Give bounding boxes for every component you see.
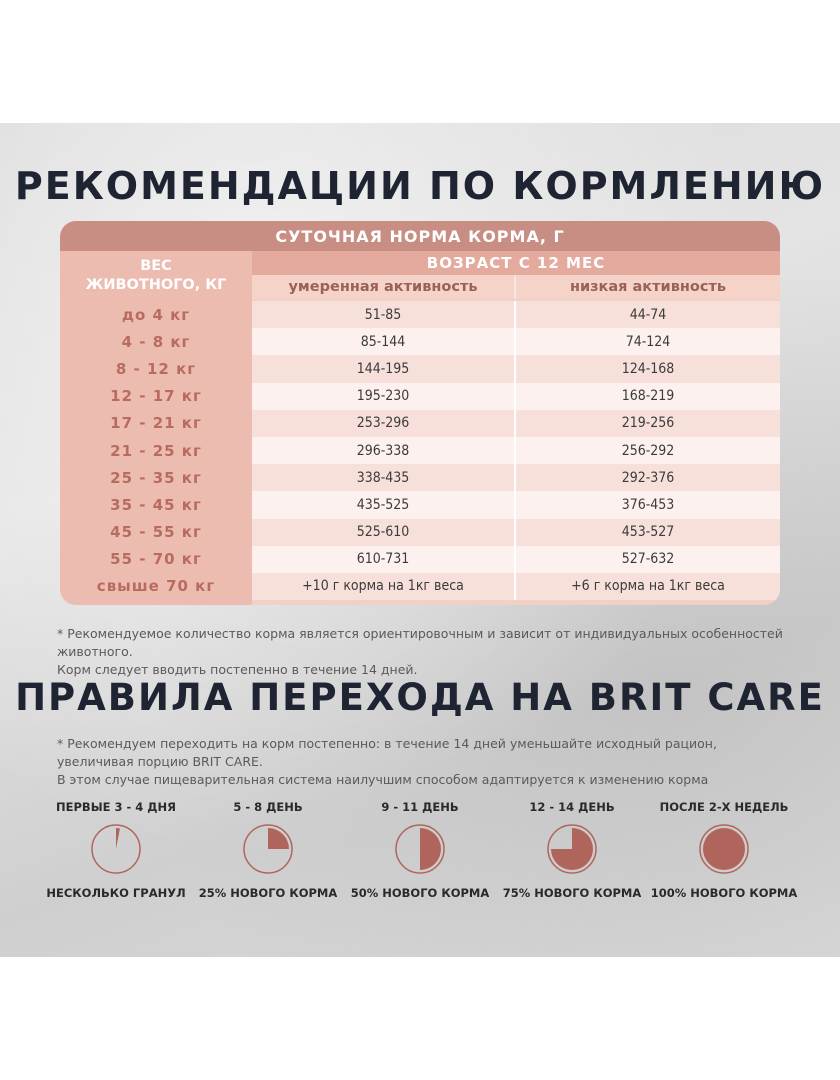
moderate-activity-cell: +10 г корма на 1кг веса bbox=[252, 572, 516, 601]
step-portion: 75% НОВОГО КОРМА bbox=[502, 886, 642, 900]
moderate-activity-cell: 253-296 bbox=[252, 409, 516, 437]
portion-pie-icon bbox=[699, 824, 749, 874]
step-period: ПЕРВЫЕ 3 - 4 ДНЯ bbox=[56, 800, 176, 814]
table-row: 12 - 17 кг 195-230 168-219 bbox=[60, 382, 780, 410]
transition-step: ПОСЛЕ 2-Х НЕДЕЛЬ 100% НОВОГО КОРМА bbox=[648, 798, 800, 902]
weight-cell: до 4 кг bbox=[121, 305, 191, 324]
table-row: свыше 70 кг +10 г корма на 1кг веса +6 г к… bbox=[60, 572, 780, 601]
weight-header: ВЕС ЖИВОТНОГО, КГ bbox=[60, 257, 252, 301]
feeding-note: * Рекомендуемое количество корма являетс… bbox=[57, 625, 797, 679]
weight-cell: 12 - 17 кг bbox=[110, 387, 202, 406]
pie-ring bbox=[699, 824, 749, 874]
transition-title: ПРАВИЛА ПЕРЕХОДА НА BRIT CARE bbox=[15, 676, 825, 719]
table-row: 45 - 55 кг 525-610 453-527 bbox=[60, 518, 780, 546]
weight-header-line1: ВЕС bbox=[140, 258, 172, 274]
transition-step: 9 - 11 ДЕНЬ 50% НОВОГО КОРМА bbox=[344, 798, 496, 902]
moderate-activity-cell: 195-230 bbox=[252, 382, 516, 410]
moderate-activity-cell: 435-525 bbox=[252, 491, 516, 519]
portion-pie-icon bbox=[547, 824, 597, 874]
weight-cell: 21 - 25 кг bbox=[110, 441, 202, 460]
step-portion: НЕСКОЛЬКО ГРАНУЛ bbox=[46, 886, 186, 900]
step-period: 9 - 11 ДЕНЬ bbox=[381, 800, 459, 814]
table-row: до 4 кг 51-85 44-74 bbox=[60, 301, 780, 329]
step-period: 12 - 14 ДЕНЬ bbox=[529, 800, 615, 814]
column-header-low: низкая активность bbox=[516, 275, 780, 299]
weight-cell: свыше 70 кг bbox=[96, 577, 216, 596]
transition-note-line1: * Рекомендуем переходить на корм постепе… bbox=[57, 736, 717, 769]
table-row: 4 - 8 кг 85-144 74-124 bbox=[60, 328, 780, 356]
moderate-activity-cell: 51-85 bbox=[252, 301, 516, 329]
low-activity-cell: 453-527 bbox=[516, 518, 780, 546]
transition-step: 12 - 14 ДЕНЬ 75% НОВОГО КОРМА bbox=[496, 798, 648, 902]
portion-pie-icon bbox=[395, 824, 445, 874]
step-portion: 25% НОВОГО КОРМА bbox=[198, 886, 338, 900]
pie-slice bbox=[703, 828, 745, 870]
table-rows: до 4 кг 51-85 44-74 4 - 8 кг 85-144 74-124 8 -… bbox=[60, 301, 780, 601]
moderate-activity-cell: 525-610 bbox=[252, 518, 516, 546]
table-row: 25 - 35 кг 338-435 292-376 bbox=[60, 464, 780, 492]
low-activity-cell: 124-168 bbox=[516, 355, 780, 383]
moderate-activity-cell: 85-144 bbox=[252, 328, 516, 356]
transition-note-line2: В этом случае пищеварительная система на… bbox=[57, 772, 709, 787]
weight-cell: 25 - 35 кг bbox=[110, 468, 202, 487]
pie-ring bbox=[395, 824, 445, 874]
weight-cell: 4 - 8 кг bbox=[121, 332, 191, 351]
pie-ring bbox=[91, 824, 141, 874]
low-activity-cell: 44-74 bbox=[516, 301, 780, 329]
table-row: 55 - 70 кг 610-731 527-632 bbox=[60, 545, 780, 573]
table-row: 8 - 12 кг 144-195 124-168 bbox=[60, 355, 780, 383]
pie-slice bbox=[116, 828, 120, 849]
transition-step: 5 - 8 ДЕНЬ 25% НОВОГО КОРМА bbox=[192, 798, 344, 902]
weight-cell: 45 - 55 кг bbox=[110, 523, 202, 542]
pie-slice bbox=[268, 828, 289, 849]
low-activity-cell: 219-256 bbox=[516, 409, 780, 437]
feeding-note-line2: Корм следует вводить постепенно в течени… bbox=[57, 662, 418, 677]
low-activity-cell: 168-219 bbox=[516, 382, 780, 410]
step-period: 5 - 8 ДЕНЬ bbox=[233, 800, 303, 814]
low-activity-cell: 527-632 bbox=[516, 545, 780, 573]
weight-column bbox=[60, 251, 252, 605]
low-activity-cell: 256-292 bbox=[516, 436, 780, 465]
page-title: РЕКОМЕНДАЦИИ ПО КОРМЛЕНИЮ bbox=[14, 164, 826, 208]
low-activity-cell: +6 г корма на 1кг веса bbox=[516, 572, 780, 601]
table-row: 35 - 45 кг 435-525 376-453 bbox=[60, 491, 780, 519]
low-activity-cell: 292-376 bbox=[516, 464, 780, 492]
table-row: 21 - 25 кг 296-338 256-292 bbox=[60, 436, 780, 465]
low-activity-cell: 376-453 bbox=[516, 491, 780, 519]
table-header: СУТОЧНАЯ НОРМА КОРМА, Г bbox=[60, 221, 780, 251]
step-portion: 50% НОВОГО КОРМА bbox=[350, 886, 490, 900]
weight-cell: 55 - 70 кг bbox=[110, 550, 202, 569]
low-activity-cell: 74-124 bbox=[516, 328, 780, 356]
portion-pie-icon bbox=[243, 824, 293, 874]
weight-cell: 35 - 45 кг bbox=[110, 495, 202, 514]
pie-slice bbox=[420, 828, 441, 870]
pie-slice bbox=[551, 828, 593, 870]
moderate-activity-cell: 144-195 bbox=[252, 355, 516, 383]
pie-ring bbox=[243, 824, 293, 874]
pie-ring bbox=[547, 824, 597, 874]
weight-cell: 17 - 21 кг bbox=[110, 414, 202, 433]
column-header-moderate: умеренная активность bbox=[252, 275, 516, 299]
weight-header-line2: ЖИВОТНОГО, КГ bbox=[85, 277, 227, 293]
table-row: 17 - 21 кг 253-296 219-256 bbox=[60, 409, 780, 437]
moderate-activity-cell: 338-435 bbox=[252, 464, 516, 492]
age-header: ВОЗРАСТ С 12 МЕС bbox=[426, 254, 606, 272]
step-portion: 100% НОВОГО КОРМА bbox=[650, 886, 798, 900]
step-period: ПОСЛЕ 2-Х НЕДЕЛЬ bbox=[659, 800, 789, 814]
feeding-note-line1: * Рекомендуемое количество корма являетс… bbox=[57, 626, 783, 659]
weight-cell: 8 - 12 кг bbox=[115, 359, 197, 378]
transition-note: * Рекомендуем переходить на корм постепе… bbox=[57, 735, 797, 789]
moderate-activity-cell: 610-731 bbox=[252, 545, 516, 573]
feeding-table: СУТОЧНАЯ НОРМА КОРМА, Г ВЕС ЖИВОТНОГО, К… bbox=[60, 221, 780, 605]
portion-pie-icon bbox=[91, 824, 141, 874]
transition-steps: ПЕРВЫЕ 3 - 4 ДНЯ НЕСКОЛЬКО ГРАНУЛ 5 - 8 ДЕ… bbox=[40, 798, 800, 900]
moderate-activity-cell: 296-338 bbox=[252, 436, 516, 465]
transition-step: ПЕРВЫЕ 3 - 4 ДНЯ НЕСКОЛЬКО ГРАНУЛ bbox=[40, 798, 192, 902]
